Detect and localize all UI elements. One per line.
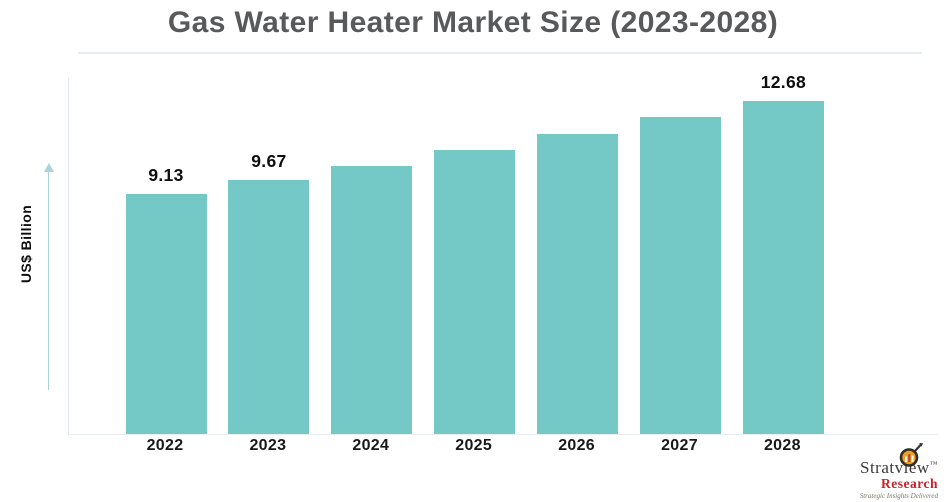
bar-value-label-2022: 9.13 — [148, 164, 184, 185]
x-tick-2026: 2026 — [558, 437, 595, 454]
bar-2023 — [228, 179, 310, 434]
plot-area: 9.13 9.67 12.68 — [68, 72, 938, 435]
magnifier-chart-icon — [899, 442, 923, 467]
x-tick-2027: 2027 — [661, 437, 698, 454]
chart-title: Gas Water Heater Market Size (2023-2028) — [167, 6, 779, 39]
stratview-logo: Stratview™ Research Strategic Insights D… — [859, 442, 940, 500]
x-tick-2022: 2022 — [146, 437, 184, 454]
x-tick-2024: 2024 — [352, 437, 390, 454]
x-tick-2023: 2023 — [249, 437, 287, 454]
brand-tagline: Strategic Insights Delivered — [859, 491, 938, 500]
bar-2022 — [125, 193, 207, 434]
brand-sub-name: Research — [881, 476, 938, 492]
y-axis-arrow — [48, 172, 49, 390]
bar-value-label-2023: 9.67 — [251, 150, 287, 171]
bar-2024 — [331, 165, 413, 434]
bar-2028 — [742, 100, 824, 434]
title-divider — [78, 52, 922, 54]
bar-2026 — [537, 134, 619, 434]
bar-value-label-2028: 12.68 — [760, 71, 807, 92]
x-tick-2025: 2025 — [455, 437, 493, 454]
x-tick-2028: 2028 — [763, 437, 801, 454]
bar-2025 — [434, 149, 516, 434]
bar-2027 — [640, 117, 721, 434]
y-axis-arrow-head-icon — [44, 163, 54, 172]
y-axis-label: US$ Billion — [18, 204, 34, 284]
trademark-symbol: ™ — [929, 458, 938, 468]
brand-name-row: Stratview™ — [860, 442, 940, 477]
